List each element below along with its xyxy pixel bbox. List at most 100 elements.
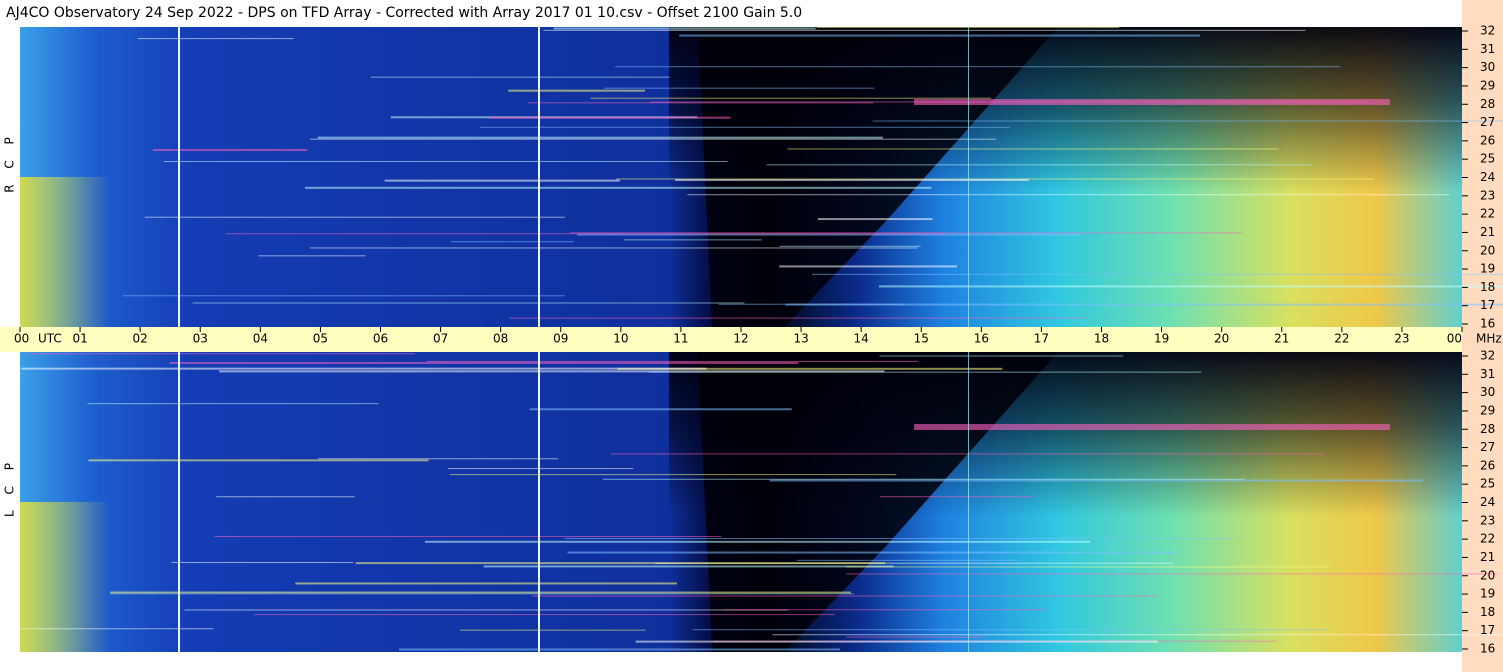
stripe xyxy=(603,87,875,89)
stripe xyxy=(779,245,921,247)
y-tick-label: 20 xyxy=(1480,568,1495,582)
stripe xyxy=(447,468,634,470)
stripe xyxy=(623,239,762,241)
x-tick-label: 01 xyxy=(72,332,87,346)
stripe xyxy=(675,179,1029,182)
stripe xyxy=(309,247,918,249)
stripe xyxy=(88,459,429,462)
stripe xyxy=(21,628,214,630)
stripe xyxy=(424,540,1091,543)
title-bar xyxy=(0,0,1503,27)
x-tick-label: 09 xyxy=(553,332,568,346)
stripe xyxy=(872,120,1503,122)
y-tick-label: 20 xyxy=(1480,243,1495,257)
stripe xyxy=(355,562,886,565)
y-tick-label: 31 xyxy=(1480,42,1495,56)
spectrogram-left xyxy=(20,177,110,327)
stripe xyxy=(110,593,855,595)
stripe xyxy=(254,614,835,616)
stripe xyxy=(508,89,645,92)
stripe xyxy=(460,629,646,631)
stripe xyxy=(570,232,1242,234)
stripe xyxy=(787,148,1279,150)
stripe xyxy=(295,582,677,585)
stripe xyxy=(817,218,933,221)
stripe xyxy=(879,355,1124,357)
vertical-line xyxy=(178,352,180,652)
x-unit: UTC xyxy=(38,332,62,346)
y-tick-label: 31 xyxy=(1480,367,1495,381)
stripe xyxy=(543,29,1306,31)
x-tick-label: 16 xyxy=(974,332,989,346)
vertical-line xyxy=(178,27,180,327)
stripe xyxy=(635,640,1158,643)
stripe xyxy=(529,408,792,411)
y-tick-label: 17 xyxy=(1480,623,1495,637)
chart-title: AJ4CO Observatory 24 Sep 2022 - DPS on T… xyxy=(6,5,802,21)
x-tick-label: 03 xyxy=(193,332,208,346)
vertical-line xyxy=(968,27,969,327)
x-tick-label: 23 xyxy=(1394,332,1409,346)
x-tick-label: 11 xyxy=(673,332,688,346)
panel-label: L C P xyxy=(3,457,17,517)
x-tick-label: 04 xyxy=(253,332,268,346)
x-tick-label: 06 xyxy=(373,332,388,346)
x-tick-label: 18 xyxy=(1094,332,1109,346)
stripe xyxy=(687,194,1450,196)
y-tick-label: 16 xyxy=(1480,317,1495,331)
stripe xyxy=(144,216,565,218)
stripe xyxy=(318,458,559,460)
stripe xyxy=(317,136,883,139)
stripe xyxy=(576,233,1082,236)
stripe xyxy=(527,102,874,104)
y-tick-label: 25 xyxy=(1480,477,1495,491)
y-tick-label: 19 xyxy=(1480,587,1495,601)
stripe xyxy=(564,538,1234,540)
stripe xyxy=(779,265,958,268)
stripe xyxy=(169,361,799,364)
stripe xyxy=(449,474,897,476)
stripe xyxy=(216,496,355,498)
x-tick-label: 07 xyxy=(433,332,448,346)
stripe xyxy=(816,27,1120,29)
vertical-line xyxy=(538,27,540,327)
stripe xyxy=(214,535,722,537)
x-tick-label: 13 xyxy=(793,332,808,346)
y-tick-label: 16 xyxy=(1480,642,1495,656)
stripe xyxy=(602,478,1245,480)
y-tick-label: 32 xyxy=(1480,349,1495,363)
y-tick-label: 32 xyxy=(1480,24,1495,38)
stripe xyxy=(122,295,565,297)
stripe xyxy=(692,629,1328,631)
y-tick-label: 29 xyxy=(1480,78,1495,92)
x-tick-label: 00 xyxy=(1447,332,1462,346)
stripe xyxy=(679,34,1200,37)
x-tick-label: 17 xyxy=(1034,332,1049,346)
stripe xyxy=(258,255,366,257)
stripe xyxy=(772,634,1503,636)
stripe xyxy=(384,179,620,182)
y-tick-label: 19 xyxy=(1480,262,1495,276)
y-tick-label: 17 xyxy=(1480,298,1495,312)
y-tick-label: 27 xyxy=(1480,440,1495,454)
stripe xyxy=(370,76,670,78)
stripe xyxy=(192,302,745,304)
stripe xyxy=(451,241,574,243)
stripe xyxy=(87,403,379,405)
stripe xyxy=(617,367,1003,370)
stripe xyxy=(137,38,294,40)
stripe xyxy=(184,609,789,611)
hot-band xyxy=(914,99,1390,105)
x-tick-label: 14 xyxy=(854,332,869,346)
stripe xyxy=(304,186,932,189)
stripe xyxy=(846,636,986,638)
spectrogram-left xyxy=(20,502,110,652)
y-tick-label: 25 xyxy=(1480,152,1495,166)
stripe xyxy=(615,66,1341,68)
x-tick-label: 15 xyxy=(914,332,929,346)
y-tick-label: 22 xyxy=(1480,207,1495,221)
stripe xyxy=(21,367,707,370)
stripe xyxy=(654,562,1174,564)
panel-label: R C P xyxy=(3,131,17,193)
stripe xyxy=(110,591,851,594)
